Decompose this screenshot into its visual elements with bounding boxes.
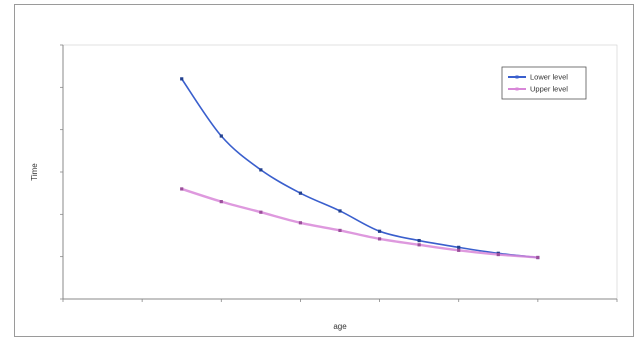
data-point xyxy=(496,252,500,257)
series-line-upper-level xyxy=(181,187,538,259)
y-axis-label: Time xyxy=(30,163,39,181)
data-point xyxy=(457,248,461,252)
legend-marker xyxy=(515,75,519,79)
data-point xyxy=(338,209,342,213)
data-point xyxy=(259,168,263,172)
data-point xyxy=(180,77,184,81)
data-point xyxy=(338,228,342,233)
data-point xyxy=(219,200,223,204)
data-point xyxy=(536,255,540,260)
legend-marker xyxy=(515,87,519,91)
legend-label: Upper level xyxy=(530,85,568,94)
data-point xyxy=(219,134,223,138)
data-point xyxy=(298,221,303,225)
data-point xyxy=(377,237,382,241)
legend-box xyxy=(501,66,587,100)
data-point xyxy=(417,243,421,247)
axes xyxy=(60,44,618,302)
legend: Lower level Upper level xyxy=(501,66,587,100)
data-point xyxy=(457,245,461,249)
data-point xyxy=(377,229,382,233)
series-line-lower-level xyxy=(181,78,538,259)
line-chart: age Time Lower level Upper level xyxy=(30,44,618,331)
x-axis-label: age xyxy=(333,322,347,331)
data-point xyxy=(298,191,303,195)
series-upper-level xyxy=(180,187,540,260)
data-point xyxy=(259,210,263,214)
series-group xyxy=(180,77,540,260)
data-point xyxy=(417,238,421,243)
legend-label: Lower level xyxy=(530,73,568,82)
data-point xyxy=(180,187,184,191)
chart-frame: age Time Lower level Upper level xyxy=(14,4,634,337)
